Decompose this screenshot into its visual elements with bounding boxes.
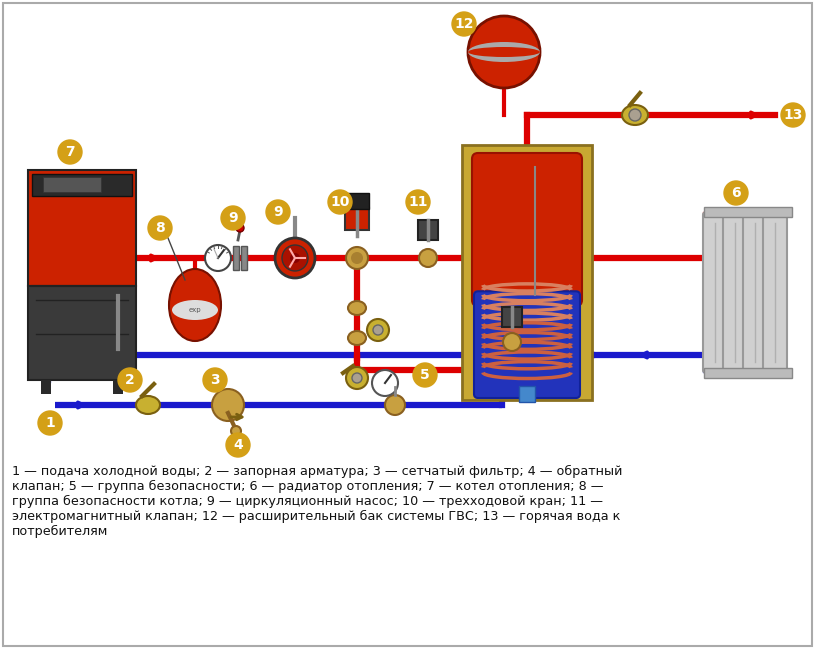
Ellipse shape: [373, 325, 383, 335]
Text: 4: 4: [233, 438, 243, 452]
Text: 3: 3: [210, 373, 220, 387]
Text: 9: 9: [228, 211, 238, 225]
Circle shape: [282, 245, 308, 271]
Circle shape: [226, 433, 250, 457]
Ellipse shape: [169, 269, 221, 341]
Ellipse shape: [136, 396, 160, 414]
Circle shape: [406, 190, 430, 214]
FancyArrowPatch shape: [231, 414, 242, 420]
Ellipse shape: [629, 109, 641, 121]
Circle shape: [118, 368, 142, 392]
Circle shape: [781, 103, 805, 127]
Circle shape: [203, 368, 227, 392]
Ellipse shape: [468, 42, 540, 62]
Text: 2: 2: [126, 373, 134, 387]
Text: 11: 11: [408, 195, 428, 209]
Text: exp: exp: [189, 307, 201, 313]
Ellipse shape: [346, 247, 368, 269]
FancyBboxPatch shape: [345, 208, 369, 230]
Ellipse shape: [468, 16, 540, 88]
FancyBboxPatch shape: [28, 286, 136, 380]
FancyBboxPatch shape: [472, 153, 582, 306]
Ellipse shape: [622, 105, 648, 125]
Text: 10: 10: [330, 195, 350, 209]
Ellipse shape: [419, 249, 437, 267]
FancyBboxPatch shape: [241, 246, 247, 270]
FancyBboxPatch shape: [763, 212, 787, 373]
Circle shape: [148, 216, 172, 240]
Circle shape: [231, 426, 241, 436]
FancyBboxPatch shape: [519, 386, 535, 402]
Circle shape: [372, 370, 398, 396]
Text: 9: 9: [273, 205, 283, 219]
Circle shape: [212, 389, 244, 421]
FancyBboxPatch shape: [113, 380, 123, 394]
Ellipse shape: [352, 373, 362, 383]
FancyBboxPatch shape: [28, 170, 136, 286]
FancyBboxPatch shape: [704, 368, 792, 378]
FancyBboxPatch shape: [418, 220, 438, 240]
Text: 1: 1: [45, 416, 55, 430]
FancyBboxPatch shape: [462, 145, 592, 400]
Text: 12: 12: [454, 17, 474, 31]
Text: 6: 6: [731, 186, 741, 200]
Ellipse shape: [348, 301, 366, 315]
Text: 8: 8: [155, 221, 165, 235]
Circle shape: [452, 12, 476, 36]
Circle shape: [724, 181, 748, 205]
Ellipse shape: [385, 395, 405, 415]
FancyBboxPatch shape: [43, 177, 101, 192]
Circle shape: [38, 411, 62, 435]
Circle shape: [275, 238, 315, 278]
FancyBboxPatch shape: [704, 207, 792, 217]
FancyBboxPatch shape: [723, 212, 747, 373]
Ellipse shape: [468, 47, 540, 57]
Ellipse shape: [346, 367, 368, 389]
FancyBboxPatch shape: [345, 193, 369, 209]
Circle shape: [266, 200, 290, 224]
Ellipse shape: [503, 333, 521, 351]
Ellipse shape: [172, 300, 218, 320]
Circle shape: [328, 190, 352, 214]
Circle shape: [205, 245, 231, 271]
Ellipse shape: [367, 319, 389, 341]
Ellipse shape: [348, 331, 366, 345]
Circle shape: [58, 140, 82, 164]
Ellipse shape: [351, 252, 363, 264]
FancyBboxPatch shape: [233, 246, 239, 270]
Text: 13: 13: [783, 108, 803, 122]
Circle shape: [221, 206, 245, 230]
FancyBboxPatch shape: [474, 291, 580, 398]
Circle shape: [413, 363, 437, 387]
Circle shape: [236, 224, 244, 232]
FancyBboxPatch shape: [743, 212, 767, 373]
FancyBboxPatch shape: [32, 174, 132, 196]
FancyBboxPatch shape: [703, 212, 727, 373]
Text: 5: 5: [420, 368, 430, 382]
Circle shape: [290, 253, 300, 263]
FancyBboxPatch shape: [41, 380, 51, 394]
Text: 1 — подача холодной воды; 2 — запорная арматура; 3 — сетчатый фильтр; 4 — обратн: 1 — подача холодной воды; 2 — запорная а…: [12, 465, 623, 539]
FancyBboxPatch shape: [502, 307, 522, 327]
Text: 7: 7: [65, 145, 75, 159]
